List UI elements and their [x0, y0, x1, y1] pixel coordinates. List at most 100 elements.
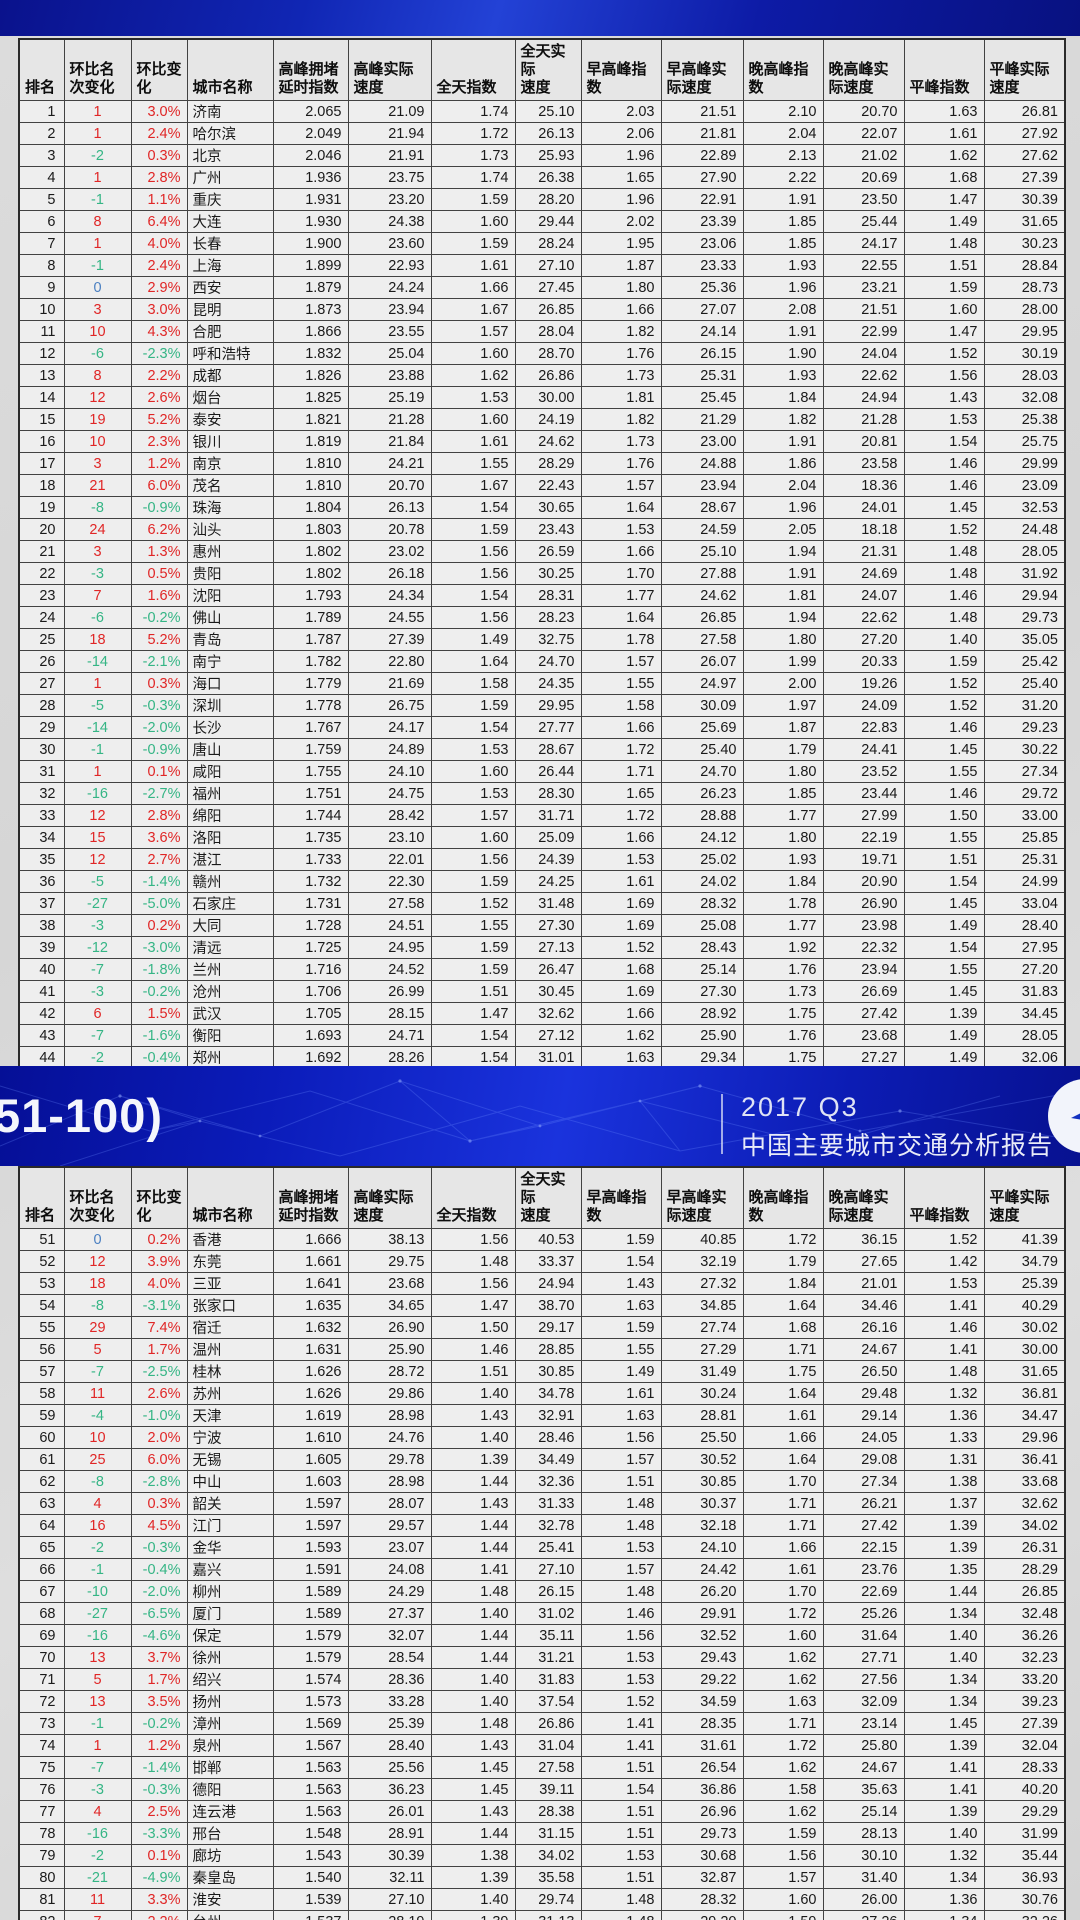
city-name-cell: 沧州: [186, 980, 274, 1003]
metric-cell: 1.61: [580, 870, 662, 893]
ranking-table-51-100: 排名 环比名 次变化 环比变 化城市名称 高峰拥堵 延时指数 高峰实际 速度 全天指数 全天…: [18, 1166, 1066, 1920]
metric-cell: 1.725: [272, 936, 349, 959]
pct-change-cell: -1.4%: [130, 1756, 188, 1779]
metric-cell: 21.28: [347, 408, 432, 431]
city-name-cell: 无锡: [186, 1448, 274, 1471]
metric-cell: 1.43: [430, 1492, 516, 1515]
column-header: 高峰实际 速度: [347, 38, 432, 101]
city-name-cell: 汕头: [186, 518, 274, 541]
metric-cell: 32.06: [983, 1046, 1066, 1069]
metric-cell: 1.53: [580, 518, 662, 541]
rank-cell: 11: [18, 320, 65, 343]
city-name-cell: 金华: [186, 1536, 274, 1559]
metric-cell: 1.87: [742, 716, 824, 739]
metric-cell: 29.57: [347, 1514, 432, 1537]
pct-change-cell: 7.4%: [130, 1316, 188, 1339]
rank-change-cell: -1: [63, 254, 132, 277]
metric-cell: 1.59: [903, 276, 985, 299]
metric-cell: 25.31: [660, 364, 744, 387]
pct-change-cell: 1.7%: [130, 1668, 188, 1691]
metric-cell: 1.39: [903, 1800, 985, 1823]
metric-cell: 1.52: [903, 342, 985, 365]
metric-cell: 26.13: [514, 122, 582, 145]
table-row: 16 10 2.3% 银川 1.819 21.84 1.61 24.62 1.73 23.00 1.…: [18, 430, 1066, 453]
metric-cell: 32.48: [983, 1602, 1066, 1625]
pct-change-cell: -2.5%: [130, 1360, 188, 1383]
metric-cell: 1.91: [742, 430, 824, 453]
city-name-cell: 三亚: [186, 1272, 274, 1295]
metric-cell: 27.39: [347, 628, 432, 651]
pct-change-cell: -2.1%: [130, 650, 188, 673]
metric-cell: 31.83: [514, 1668, 582, 1691]
metric-cell: 27.12: [514, 1024, 582, 1047]
metric-cell: 1.49: [580, 1360, 662, 1383]
metric-cell: 23.10: [347, 826, 432, 849]
metric-cell: 23.06: [660, 232, 744, 255]
metric-cell: 30.25: [514, 562, 582, 585]
table-row: 14 12 2.6% 烟台 1.825 25.19 1.53 30.00 1.81 25.45 1.…: [18, 386, 1066, 409]
rank-change-cell: -7: [63, 1024, 132, 1047]
metric-cell: 26.07: [660, 650, 744, 673]
metric-cell: 1.48: [903, 1360, 985, 1383]
metric-cell: 1.39: [903, 1002, 985, 1025]
rank-change-cell: -16: [63, 1822, 132, 1845]
metric-cell: 1.73: [580, 430, 662, 453]
city-name-cell: 重庆: [186, 188, 274, 211]
metric-cell: 24.94: [822, 386, 905, 409]
metric-cell: 1.635: [272, 1294, 349, 1317]
metric-cell: 1.35: [903, 1558, 985, 1581]
metric-cell: 34.45: [983, 1002, 1066, 1025]
metric-cell: 1.46: [903, 452, 985, 475]
metric-cell: 1.77: [580, 584, 662, 607]
plexus-decoration: [0, 1079, 1080, 1166]
metric-cell: 20.70: [347, 474, 432, 497]
metric-cell: 1.78: [742, 892, 824, 915]
column-header: 平峰指数: [903, 1166, 985, 1229]
table-row: 34 15 3.6% 洛阳 1.735 23.10 1.60 25.09 1.66 24.12 1.…: [18, 826, 1066, 849]
city-name-cell: 武汉: [186, 1002, 274, 1025]
metric-cell: 26.44: [514, 760, 582, 783]
metric-cell: 29.94: [983, 584, 1066, 607]
metric-cell: 1.84: [742, 1272, 824, 1295]
metric-cell: 31.48: [514, 892, 582, 915]
metric-cell: 1.76: [580, 342, 662, 365]
metric-cell: 1.96: [580, 144, 662, 167]
metric-cell: 1.47: [903, 188, 985, 211]
metric-cell: 20.78: [347, 518, 432, 541]
metric-cell: 28.20: [514, 188, 582, 211]
metric-cell: 1.52: [903, 672, 985, 695]
metric-cell: 26.85: [514, 298, 582, 321]
table-row: 4 1 2.8% 广州 1.936 23.75 1.74 26.38 1.65 27.90 2.22…: [18, 166, 1066, 189]
column-header: 环比名 次变化: [63, 38, 132, 101]
rank-change-cell: 19: [63, 408, 132, 431]
metric-cell: 1.45: [903, 1712, 985, 1735]
metric-cell: 25.38: [983, 408, 1066, 431]
metric-cell: 26.90: [822, 892, 905, 915]
metric-cell: 21.31: [822, 540, 905, 563]
metric-cell: 1.48: [580, 1888, 662, 1911]
city-name-cell: 银川: [186, 430, 274, 453]
table-row: 78 -16 -3.3% 邢台 1.548 28.91 1.44 31.15 1.51 29.73…: [18, 1822, 1066, 1845]
metric-cell: 1.759: [272, 738, 349, 761]
metric-cell: 1.72: [580, 738, 662, 761]
table-row: 44 -2 -0.4% 郑州 1.692 28.26 1.54 31.01 1.63 29.34 1…: [18, 1046, 1066, 1069]
metric-cell: 25.69: [660, 716, 744, 739]
pct-change-cell: -5.0%: [130, 892, 188, 915]
table-row: 71 5 1.7% 绍兴 1.574 28.36 1.40 31.83 1.53 29.22 1.6…: [18, 1668, 1066, 1691]
table-row: 9 0 2.9% 西安 1.879 24.24 1.66 27.45 1.80 25.36 1.96…: [18, 276, 1066, 299]
metric-cell: 1.39: [903, 1536, 985, 1559]
metric-cell: 1.40: [903, 1624, 985, 1647]
table-row: 29 -14 -2.0% 长沙 1.767 24.17 1.54 27.77 1.66 25.69…: [18, 716, 1066, 739]
metric-cell: 1.48: [903, 606, 985, 629]
metric-cell: 1.40: [430, 1668, 516, 1691]
city-name-cell: 温州: [186, 1338, 274, 1361]
metric-cell: 1.803: [272, 518, 349, 541]
city-name-cell: 上海: [186, 254, 274, 277]
metric-cell: 33.37: [514, 1250, 582, 1273]
pct-change-cell: -0.9%: [130, 738, 188, 761]
metric-cell: 1.55: [430, 452, 516, 475]
metric-cell: 1.71: [580, 760, 662, 783]
metric-cell: 24.17: [822, 232, 905, 255]
metric-cell: 1.60: [903, 298, 985, 321]
table-row: 28 -5 -0.3% 深圳 1.778 26.75 1.59 29.95 1.58 30.09 1…: [18, 694, 1066, 717]
